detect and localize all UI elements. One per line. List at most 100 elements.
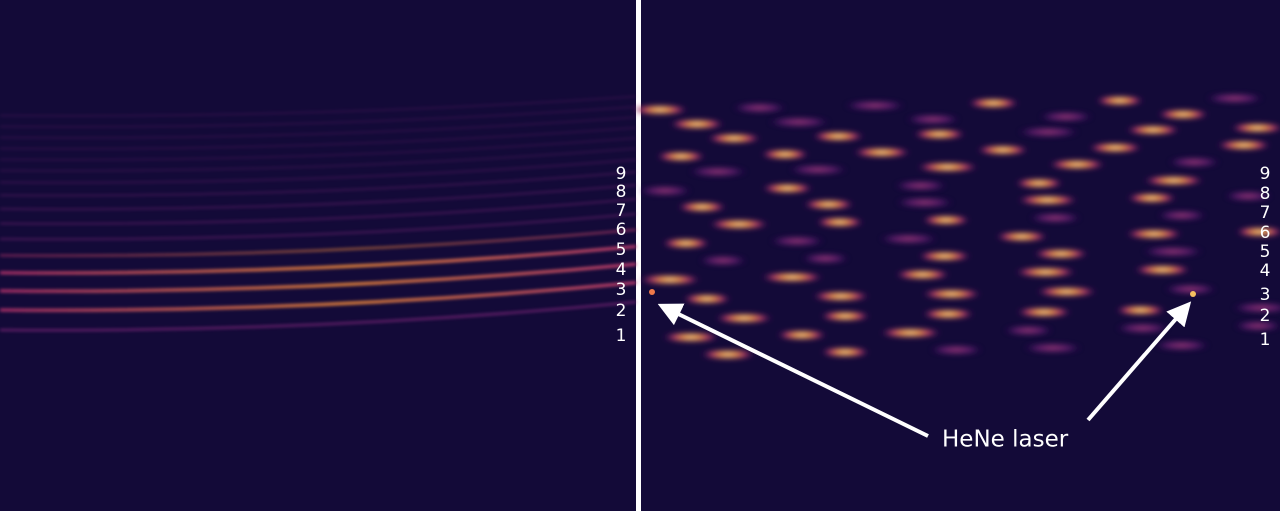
spot: [655, 151, 707, 162]
spot: [1205, 93, 1265, 104]
spot: [1224, 191, 1273, 202]
spot: [661, 238, 711, 249]
spectral-spots: [631, 93, 1280, 360]
order-line: [0, 116, 637, 139]
order-line: [0, 184, 637, 211]
spot: [732, 102, 788, 113]
spot: [852, 147, 912, 158]
spot: [706, 133, 762, 144]
order-label: 7: [616, 201, 627, 221]
spot: [669, 119, 725, 130]
order-line: [0, 147, 637, 172]
spot: [688, 166, 748, 177]
laser-spot: [649, 289, 655, 295]
spot: [879, 327, 942, 338]
spot: [1156, 210, 1208, 221]
spot: [1163, 284, 1218, 295]
spot: [1230, 122, 1280, 133]
spot: [811, 291, 871, 302]
order-line: [0, 95, 637, 117]
spot: [895, 197, 955, 208]
arrow: [657, 303, 929, 438]
order-label: 2: [1260, 306, 1271, 326]
order-line: [0, 105, 637, 128]
annotation: HeNe laser: [942, 427, 1069, 453]
spot: [921, 215, 971, 226]
spot: [894, 269, 951, 280]
spot: [967, 98, 1020, 109]
order-label: 3: [1260, 285, 1271, 305]
spot: [905, 114, 961, 125]
spot: [769, 236, 825, 247]
spot: [1231, 302, 1280, 313]
spot: [843, 100, 906, 111]
laser-spot: [1190, 291, 1196, 297]
spot: [1156, 109, 1210, 120]
spot: [760, 272, 824, 283]
spectral-orders: [0, 95, 637, 332]
spot: [708, 219, 770, 230]
spot: [1016, 195, 1079, 206]
spot: [1114, 305, 1166, 316]
spot: [1015, 307, 1073, 318]
spot: [1095, 95, 1145, 106]
spot: [1028, 212, 1082, 223]
spot: [976, 144, 1030, 155]
spot: [760, 149, 810, 160]
spot: [1014, 178, 1064, 189]
order-label: 8: [1260, 184, 1271, 204]
spot: [1153, 340, 1210, 351]
spot: [1142, 175, 1205, 186]
spot: [995, 231, 1049, 242]
spot: [1087, 142, 1143, 153]
order-line: [0, 228, 637, 257]
spot: [1126, 192, 1178, 203]
order-line: [0, 171, 637, 197]
spot: [801, 253, 850, 264]
spot: [1216, 140, 1272, 151]
spot: [776, 329, 828, 340]
spot: [1124, 228, 1184, 239]
spot: [921, 288, 982, 299]
spot: [1014, 267, 1077, 278]
spot: [1032, 248, 1090, 259]
order-line: [0, 301, 637, 332]
order-line: [0, 198, 637, 225]
spot: [1235, 226, 1280, 237]
spot: [714, 313, 774, 324]
spot: [878, 233, 939, 244]
order-line: [0, 126, 637, 150]
order-label: 1: [1260, 330, 1271, 350]
spot: [811, 131, 865, 142]
spot: [912, 129, 967, 140]
spot: [1167, 157, 1221, 168]
spot: [917, 251, 972, 262]
order-label: 1: [616, 326, 627, 346]
spot: [767, 117, 831, 128]
order-line: [0, 262, 637, 293]
arrow: [1086, 301, 1192, 422]
spot: [1003, 325, 1054, 336]
order-line: [0, 137, 637, 161]
spot: [761, 183, 814, 194]
spot: [638, 274, 702, 285]
order-line: [0, 245, 637, 275]
spot: [916, 162, 980, 173]
order-label: 7: [1260, 203, 1271, 223]
order-line: [0, 213, 637, 241]
spot: [788, 164, 849, 175]
spot: [1133, 264, 1192, 275]
spot: [802, 199, 855, 210]
spot: [1125, 124, 1181, 135]
order-label: 4: [616, 260, 627, 280]
spot: [1022, 342, 1083, 353]
spot: [815, 217, 865, 228]
order-line: [0, 158, 637, 184]
spot: [1035, 286, 1098, 297]
order-label: 8: [616, 182, 627, 202]
spot: [698, 255, 748, 266]
spot: [893, 180, 948, 191]
order-label: 6: [616, 220, 627, 240]
order-label: 9: [1260, 164, 1271, 184]
